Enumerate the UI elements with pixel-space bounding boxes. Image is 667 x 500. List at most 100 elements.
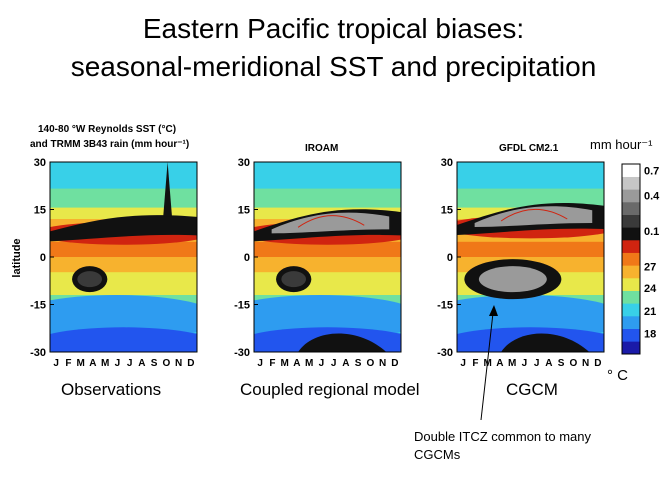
sst-band: [50, 241, 197, 258]
y-tick-label: -30: [437, 347, 453, 359]
y-tick-label: -30: [30, 347, 46, 359]
x-tick-label: J: [534, 358, 540, 369]
y-tick-label: 0: [447, 252, 453, 264]
panel1-title-line2: and TRMM 3B43 rain (mm hour⁻¹): [30, 139, 190, 150]
y-tick-label: -15: [30, 300, 46, 312]
x-tick-label: J: [257, 358, 263, 369]
x-tick-label: J: [115, 358, 121, 369]
colorbar-swatch: [622, 341, 640, 355]
colorbar-rain-tick: 0.7: [644, 165, 659, 177]
itcz-south-rain-core: [478, 266, 547, 293]
x-tick-label: S: [558, 358, 565, 369]
itcz-north-rain: [50, 215, 197, 242]
x-tick-label: S: [151, 358, 158, 369]
sst-band: [254, 241, 401, 258]
x-tick-label: J: [127, 358, 133, 369]
y-tick-label: 15: [441, 205, 453, 217]
panel3-title: GFDL CM2.1: [499, 143, 559, 154]
colorbar-swatch: [622, 176, 640, 190]
sst-band: [50, 162, 197, 190]
panel-observations: [50, 162, 197, 352]
x-tick-label: J: [331, 358, 337, 369]
colorbar-rain-tick: 0.1: [644, 226, 659, 238]
colorbar-sst-tick: 18: [644, 329, 656, 341]
rain-contour: [297, 215, 365, 228]
colorbar-swatch: [622, 290, 640, 304]
y-tick-label: 30: [238, 157, 250, 169]
colorbar-swatch: [622, 214, 640, 228]
colorbar-frame: [621, 163, 641, 355]
caption-observations: Observations: [61, 380, 162, 399]
colorbar-swatch: [622, 202, 640, 215]
sst-band: [254, 257, 401, 273]
panel2-title: IROAM: [305, 143, 339, 154]
x-tick-label: F: [65, 358, 71, 369]
annotation-line1: Double ITCZ common to many: [414, 429, 592, 444]
x-tick-label: M: [76, 358, 84, 369]
colorbar-rain-label: mm hour⁻¹: [590, 137, 653, 152]
x-tick-label: A: [293, 358, 300, 369]
panel-iroam: [254, 162, 401, 352]
colorbar-swatch: [622, 164, 640, 177]
panel1-title-line1: 140-80 °W Reynolds SST (°C): [38, 124, 177, 135]
x-tick-label: M: [508, 358, 516, 369]
colorbar-swatch: [622, 189, 640, 203]
x-tick-label: N: [379, 358, 386, 369]
x-tick-label: M: [305, 358, 313, 369]
rain-contour: [500, 208, 568, 222]
x-tick-label: A: [496, 358, 503, 369]
cold-core: [50, 327, 197, 352]
colorbar-sst-unit: ° C: [607, 367, 628, 384]
y-tick-label: 0: [40, 252, 46, 264]
sst-band: [50, 207, 197, 220]
slide-title-line1: Eastern Pacific tropical biases:: [142, 13, 525, 44]
southern-rain: [501, 333, 590, 352]
y-tick-label: 15: [34, 205, 46, 217]
rain-spike: [163, 162, 173, 217]
colorbar-swatch: [622, 265, 640, 279]
itcz-north-rain-core: [271, 212, 390, 234]
y-tick-label: -15: [437, 300, 453, 312]
itcz-north-rain-core: [474, 206, 593, 227]
sst-band: [254, 272, 401, 296]
x-tick-label: F: [472, 358, 478, 369]
y-tick-label: -15: [234, 300, 250, 312]
sst-band: [254, 188, 401, 209]
x-tick-label: S: [355, 358, 362, 369]
x-tick-label: D: [594, 358, 601, 369]
x-tick-label: A: [138, 358, 145, 369]
x-tick-label: J: [460, 358, 466, 369]
x-tick-label: O: [366, 358, 374, 369]
x-tick-label: J: [319, 358, 325, 369]
y-tick-label: -30: [234, 347, 250, 359]
southern-rain: [298, 333, 387, 352]
sst-band: [50, 188, 197, 209]
colorbar-swatch: [622, 252, 640, 266]
x-tick-label: N: [175, 358, 182, 369]
x-tick-label: O: [162, 358, 170, 369]
y-tick-label: 0: [244, 252, 250, 264]
colorbar-swatch: [622, 278, 640, 291]
itcz-south-rain-core: [281, 271, 307, 288]
colorbar-swatch: [622, 328, 640, 342]
caption-cgcm: CGCM: [506, 380, 558, 399]
y-tick-label: 15: [238, 205, 250, 217]
x-tick-label: J: [53, 358, 59, 369]
colorbar: 0.7 0.4 0.1 27 24 21 18: [621, 163, 660, 355]
sst-band: [457, 162, 604, 190]
y-tick-label: 30: [34, 157, 46, 169]
sst-band: [457, 241, 604, 258]
y-tick-label: 30: [441, 157, 453, 169]
caption-coupled-regional-model: Coupled regional model: [240, 380, 420, 399]
sst-band: [254, 162, 401, 190]
x-tick-label: D: [391, 358, 398, 369]
colorbar-swatch: [622, 240, 640, 253]
x-tick-label: F: [269, 358, 275, 369]
x-tick-label: M: [280, 358, 288, 369]
x-tick-label: O: [569, 358, 577, 369]
colorbar-sst-tick: 24: [644, 283, 657, 295]
x-tick-label: M: [101, 358, 109, 369]
sst-band: [50, 257, 197, 273]
colorbar-sst-tick: 21: [644, 306, 656, 318]
colorbar-sst-tick: 27: [644, 262, 656, 274]
